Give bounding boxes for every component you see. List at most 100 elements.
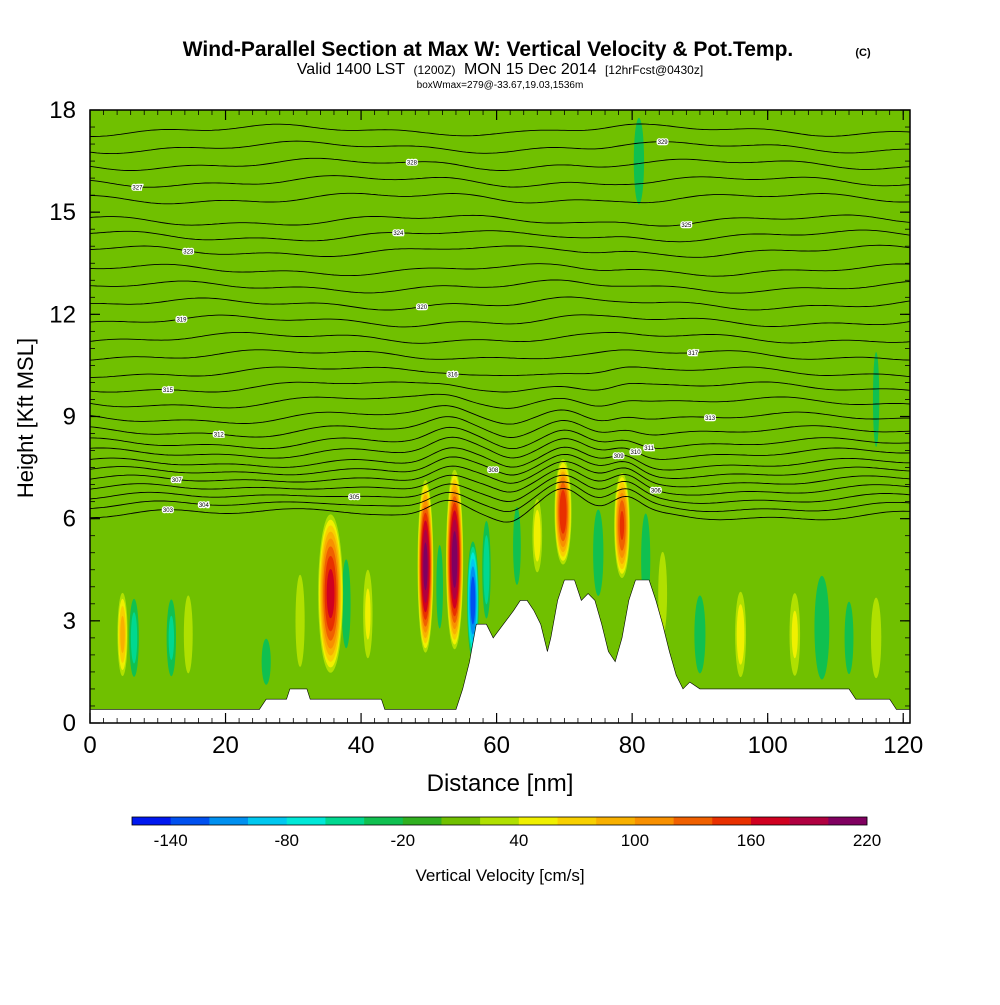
updraft-cell — [117, 592, 128, 677]
theta-contour — [90, 296, 910, 311]
theta-contour-label: 308 — [488, 468, 499, 474]
downdraft-contour-band — [130, 612, 138, 664]
colorbar-tick-label: -140 — [154, 831, 188, 850]
downdraft-cell — [694, 595, 706, 674]
updraft-contour-band — [183, 595, 193, 674]
valid-date: MON 15 Dec 2014 — [464, 61, 597, 78]
theta-contour — [90, 175, 910, 188]
theta-contour — [90, 467, 910, 496]
downdraft-cell — [872, 351, 880, 447]
colorbar-swatch — [132, 817, 171, 825]
theta-contour — [90, 488, 910, 523]
updraft-contour-band — [533, 509, 541, 562]
updraft-cell — [658, 551, 668, 636]
updraft-cell — [295, 574, 305, 667]
theta-contour — [90, 244, 910, 258]
updraft-contour-band — [791, 610, 798, 659]
colorbar-swatch — [673, 817, 713, 825]
box-info: boxWmax=279@-33.67,19.03,1536m — [417, 80, 584, 91]
updraft-cell — [614, 472, 630, 578]
downdraft-cell — [593, 509, 604, 596]
y-axis-label: Height [Kft MSL] — [13, 338, 38, 498]
theta-contour — [90, 157, 910, 171]
theta-contour-label: 305 — [349, 495, 360, 501]
theta-contour — [90, 416, 910, 438]
updraft-contour-band — [451, 531, 458, 588]
updraft-contour-band — [736, 604, 745, 665]
y-tick-label: 9 — [63, 404, 76, 431]
updraft-cell — [735, 591, 747, 678]
colorbar-swatch — [712, 817, 752, 825]
colorbar-tick-label: 220 — [853, 831, 881, 850]
colorbar: -140 -80 -20 40 100 160 220 — [131, 816, 881, 850]
updraft-cell — [417, 479, 434, 653]
theta-contours — [90, 123, 910, 523]
theta-contour — [90, 453, 910, 479]
downdraft-contour-band — [814, 575, 830, 680]
colorbar-label: Vertical Velocity [cm/s] — [415, 866, 584, 885]
downdraft-contour-band — [513, 506, 521, 585]
theta-contour-label: 311 — [644, 446, 654, 452]
colorbar-swatch — [634, 817, 674, 825]
colorbar-swatch — [364, 817, 404, 825]
updraft-cell — [318, 514, 344, 673]
colorbar-swatch — [480, 817, 520, 825]
y-tick-label: 0 — [63, 710, 76, 737]
theta-contour-label: 313 — [705, 416, 716, 422]
theta-contour-label: 303 — [163, 508, 174, 514]
downdraft-contour-band — [694, 595, 706, 674]
updraft-contour-band — [423, 542, 428, 591]
downdraft-contour-band — [261, 638, 271, 685]
colorbar-swatch — [828, 817, 868, 825]
colorbar-tick-label: 100 — [621, 831, 649, 850]
valid-time-line: Valid 1400 LST (1200Z) MON 15 Dec 2014 [… — [297, 61, 703, 78]
chart-title: Wind-Parallel Section at Max W: Vertical… — [183, 38, 794, 61]
theta-contour — [90, 349, 910, 361]
y-tick-label: 12 — [49, 301, 76, 328]
x-tick-label: 20 — [212, 732, 239, 759]
theta-contour — [90, 366, 910, 378]
theta-contour-label: 319 — [176, 318, 187, 324]
colorbar-swatch — [209, 817, 249, 825]
downdraft-contour-band — [483, 535, 490, 605]
theta-contour — [90, 192, 910, 205]
x-tick-label: 120 — [883, 732, 923, 759]
theta-contour-label: 304 — [199, 503, 210, 509]
colorbar-tick-label: 160 — [737, 831, 765, 850]
theta-contour — [90, 426, 910, 450]
velocity-field — [117, 117, 882, 685]
theta-contour-label: 317 — [688, 351, 699, 357]
theta-contour — [90, 123, 910, 137]
downdraft-cell — [341, 559, 351, 649]
theta-contour-label: 316 — [448, 372, 459, 378]
theta-contour — [90, 140, 910, 155]
updraft-contour-band — [326, 568, 335, 619]
downdraft-cell — [814, 575, 830, 680]
theta-contour-label: 323 — [183, 250, 194, 256]
updraft-contour-band — [619, 510, 625, 541]
colorbar-swatch — [557, 817, 597, 825]
downdraft-contour-band — [872, 351, 880, 447]
theta-contour — [90, 263, 910, 277]
x-tick-label: 80 — [619, 732, 646, 759]
colorbar-swatch — [596, 817, 636, 825]
theta-contour-label: 325 — [681, 223, 692, 229]
colorbar-swatch — [402, 817, 442, 825]
forecast-info: [12hrFcst@0430z] — [605, 63, 703, 77]
downdraft-cell — [844, 601, 854, 675]
colorbar-swatch — [286, 817, 326, 825]
theta-contour-label: 327 — [132, 185, 143, 191]
theta-contour-label: 315 — [163, 388, 174, 394]
updraft-contour-band — [120, 615, 125, 654]
colorbar-swatch — [441, 817, 481, 825]
x-axis-label: Distance [nm] — [427, 770, 574, 797]
axes: 0 20 40 60 80 100 120 0 3 6 9 12 15 18 — [49, 97, 923, 759]
updraft-contour-band — [870, 597, 882, 679]
theta-contour-label: 324 — [393, 231, 404, 237]
updraft-contour-band — [365, 588, 371, 640]
downdraft-cell — [482, 521, 491, 619]
x-tick-label: 60 — [483, 732, 510, 759]
downdraft-contour-band — [633, 117, 645, 205]
downdraft-cell — [166, 599, 177, 677]
